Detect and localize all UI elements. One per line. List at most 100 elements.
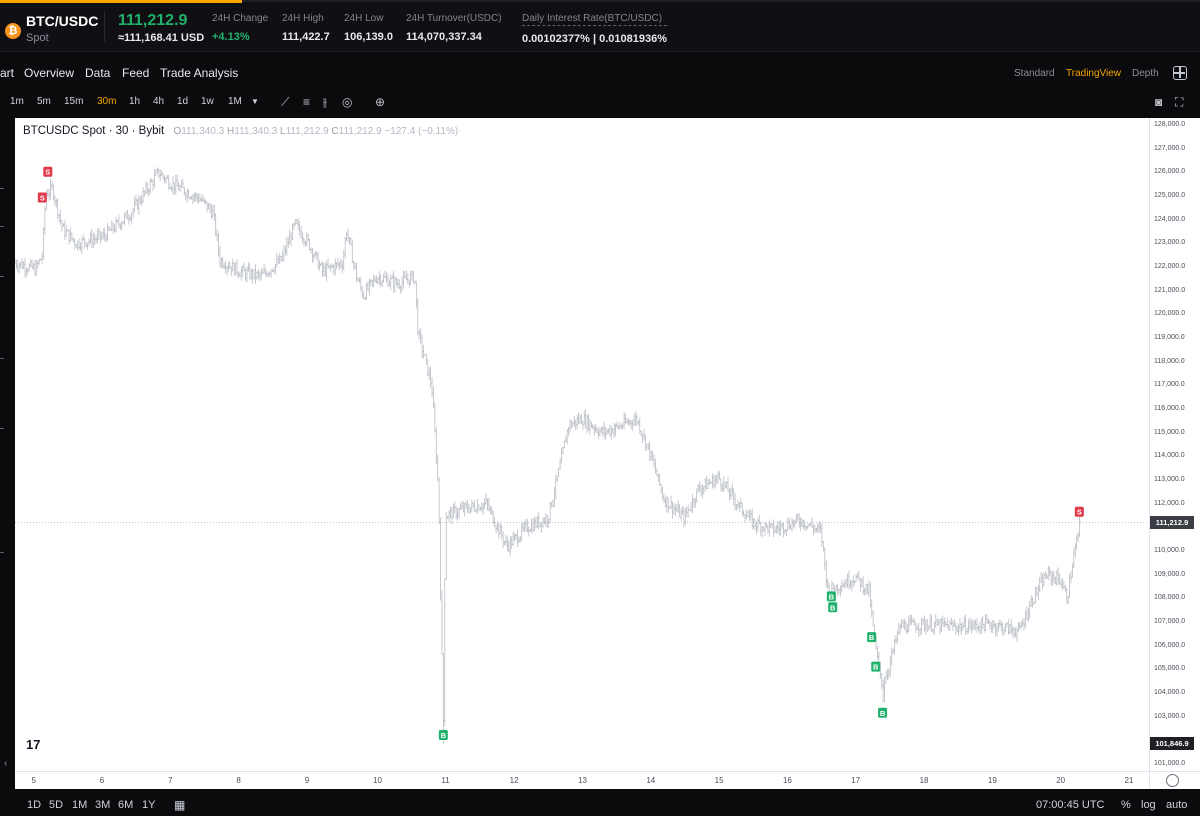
price-tick-label: 107,000.0 xyxy=(1154,617,1186,625)
timeframe-1w[interactable]: 1w xyxy=(201,96,214,107)
market-type: Spot xyxy=(26,32,49,44)
time-tick-label: 12 xyxy=(509,776,519,785)
marker-label: S xyxy=(1077,508,1082,517)
axis-settings-icon[interactable] xyxy=(1166,774,1179,787)
axis-settings[interactable] xyxy=(1149,771,1200,789)
range-5d[interactable]: 5D xyxy=(49,799,64,811)
time-axis[interactable]: 5 6 7 8 9 10 11 12 13 14 15 16 17 18 19 20 21 xyxy=(15,771,1149,789)
ohlc-change: −127.4 (−0.11%) xyxy=(384,126,459,137)
drawing-tools-strip: ‹ xyxy=(0,118,15,789)
timeframe-1h[interactable]: 1h xyxy=(129,96,141,107)
price-tick-label: 115,000.0 xyxy=(1154,428,1185,436)
tab-trade-analysis[interactable]: Trade Analysis xyxy=(160,66,239,80)
view-depth[interactable]: Depth xyxy=(1132,68,1159,79)
tab-overview[interactable]: Overview xyxy=(24,66,75,80)
price-tick-label: 104,000.0 xyxy=(1154,688,1186,696)
tool-separator xyxy=(0,358,4,359)
timeframe-5m[interactable]: 5m xyxy=(37,96,51,107)
tab-feed[interactable]: Feed xyxy=(122,66,150,80)
range-1y[interactable]: 1Y xyxy=(142,799,156,811)
price-tick-label: 119,000.0 xyxy=(1154,334,1185,342)
tool-separator xyxy=(0,226,4,227)
ohlc-open: 111,340.3 xyxy=(181,126,225,137)
timeframe-15m[interactable]: 15m xyxy=(64,96,84,107)
active-tab-indicator xyxy=(0,0,242,3)
last-price: 111,212.9 xyxy=(118,12,188,29)
price-tick-label: 110,000.0 xyxy=(1154,546,1185,554)
stat-label: 24H Low xyxy=(344,13,384,24)
chart-type-icon[interactable]: ≡ xyxy=(303,95,311,109)
tab-chart[interactable]: art xyxy=(0,66,15,80)
stat-value: 0.00102377% | 0.01081936% xyxy=(522,33,667,45)
chart-bottom-bar: 1D 5D 1M 3M 6M 1Y ▦ 07:00:45 UTC % log a… xyxy=(0,794,1200,816)
price-axis[interactable]: 128,000.0 127,000.0 126,000.0 125,000.0 124,… xyxy=(1149,118,1200,771)
time-tick-label: 17 xyxy=(851,776,861,785)
camera-icon[interactable]: ◙ xyxy=(1155,95,1163,109)
stat-24h-turnover: 24H Turnover(USDC) 114,070,337.34 xyxy=(406,13,502,43)
stat-daily-interest-rate[interactable]: Daily Interest Rate(BTC/USDC) 0.00102377… xyxy=(522,13,667,45)
range-6m[interactable]: 6M xyxy=(118,799,134,811)
compare-icon[interactable]: ⫲ xyxy=(323,95,327,109)
range-1m[interactable]: 1M xyxy=(72,799,88,811)
log-scale-toggle[interactable]: log xyxy=(1141,799,1156,811)
collapse-toolbar-icon[interactable]: ‹ xyxy=(4,758,8,769)
marker-label: B xyxy=(830,603,836,612)
price-tick-label: 120,000.0 xyxy=(1154,310,1186,318)
content-tabs: art Overview Data Feed Trade Analysis St… xyxy=(0,60,1200,86)
stat-24h-high: 24H High 111,422.7 xyxy=(282,13,330,43)
tab-data[interactable]: Data xyxy=(85,66,111,80)
time-tick-label: 18 xyxy=(919,776,929,785)
tradingview-logo[interactable]: 17 xyxy=(26,737,41,752)
timeframe-1M[interactable]: 1M xyxy=(228,96,242,107)
ohlc-low: 111,212.9 xyxy=(285,126,329,137)
chart-settings-icon[interactable]: ◎ xyxy=(342,95,353,109)
fullscreen-icon[interactable]: ⛶ xyxy=(1175,95,1184,109)
timeframe-1m[interactable]: 1m xyxy=(10,96,24,107)
time-tick-label: 20 xyxy=(1056,776,1066,785)
ticker-header: ₿ BTC/USDC Spot 111,212.9 ≈111,168.41 US… xyxy=(0,0,1200,52)
time-tick-label: 21 xyxy=(1124,776,1134,785)
stat-label: 24H Change xyxy=(212,13,269,24)
price-tick-label: 127,000.0 xyxy=(1154,144,1186,152)
marker-label: B xyxy=(880,709,886,718)
layout-grid-icon[interactable] xyxy=(1173,66,1187,80)
range-3m[interactable]: 3M xyxy=(95,799,111,811)
price-tick-label: 118,000.0 xyxy=(1154,357,1185,365)
indicators-icon[interactable]: ⟋ xyxy=(281,95,290,109)
sell-marker xyxy=(1074,506,1084,517)
timeframe-30m[interactable]: 30m xyxy=(97,96,117,107)
view-standard[interactable]: Standard xyxy=(1014,68,1055,79)
pair-symbol[interactable]: BTC/USDC xyxy=(26,13,99,29)
auto-scale-toggle[interactable]: auto xyxy=(1166,799,1188,811)
ohlc-close: 111,212.9 xyxy=(338,126,382,137)
time-tick-label: 10 xyxy=(373,776,382,785)
price-tick-label: 126,000.0 xyxy=(1154,168,1186,176)
usd-equivalent-price: ≈111,168.41 USD xyxy=(118,32,205,44)
timeframe-1d[interactable]: 1d xyxy=(177,96,189,107)
ohlc-high-label: H xyxy=(227,126,235,137)
range-1d[interactable]: 1D xyxy=(27,799,42,811)
chart-toolbar: 1m 5m 15m 30m 1h 4h 1d 1w 1M ▼ ⟋ ≡ ⫲ ◎ ⊕… xyxy=(0,92,1200,112)
add-indicator-icon[interactable]: ⊕ xyxy=(375,95,386,109)
marker-label: B xyxy=(829,592,835,601)
date-range-icon[interactable]: ▦ xyxy=(174,798,186,812)
header-top-line xyxy=(0,0,1200,2)
view-tradingview[interactable]: TradingView xyxy=(1066,68,1122,79)
symbol-title: BTCUSDC Spot · 30 · Bybit xyxy=(23,125,165,137)
stat-24h-low: 24H Low 106,139.0 xyxy=(344,13,393,43)
marker-label: S xyxy=(45,168,50,177)
time-tick-label: 16 xyxy=(782,776,792,785)
timeframe-dropdown-icon[interactable]: ▼ xyxy=(251,97,259,106)
price-tick-label: 114,000.0 xyxy=(1154,452,1185,460)
stat-label: 24H Turnover(USDC) xyxy=(406,13,502,24)
timeframe-4h[interactable]: 4h xyxy=(153,96,165,107)
percent-scale-toggle[interactable]: % xyxy=(1121,799,1131,811)
ohlc-values: O111,340.3 H111,340.3 L111,212.9 C111,21… xyxy=(173,126,458,137)
utc-clock[interactable]: 07:00:45 UTC xyxy=(1036,799,1105,811)
stat-value: +4.13% xyxy=(212,31,250,43)
btc-coin-icon: ₿ xyxy=(5,23,21,39)
stat-label: 24H High xyxy=(282,13,324,24)
chart-legend: BTCUSDC Spot · 30 · Bybit O111,340.3 H11… xyxy=(23,125,458,137)
